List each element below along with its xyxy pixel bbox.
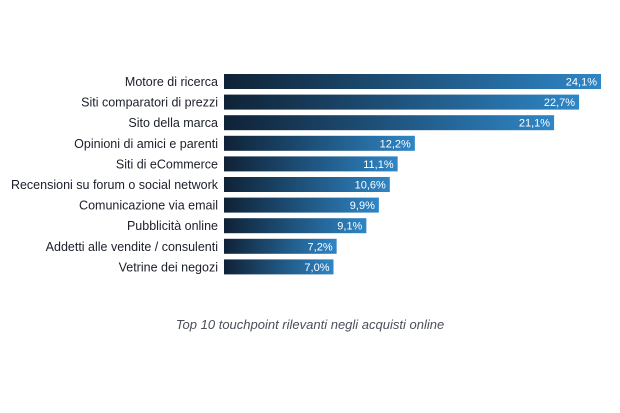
bar-9	[224, 238, 337, 254]
category-label: Siti comparatori di prezzi	[81, 96, 218, 110]
value-label: 21,1%	[519, 118, 550, 130]
bars-layer: Motore di ricerca 24,1% Siti comparatori d…	[11, 74, 601, 275]
category-label: Motore di ricerca	[125, 75, 218, 89]
category-label: Vetrine dei negozi	[119, 260, 218, 274]
value-label: 24,1%	[566, 77, 597, 89]
chart-caption: Top 10 touchpoint rilevanti negli acquis…	[175, 317, 445, 332]
value-label: 22,7%	[544, 97, 575, 109]
value-label: 9,9%	[350, 200, 375, 212]
value-label: 7,2%	[308, 241, 333, 253]
bar-2	[224, 94, 580, 110]
bar-1	[224, 74, 601, 89]
value-label: 7,0%	[304, 262, 329, 274]
category-label: Recensioni su forum o social network	[11, 178, 219, 192]
category-label: Comunicazione via email	[79, 199, 218, 213]
value-label: 9,1%	[337, 221, 362, 233]
value-label: 10,6%	[355, 180, 386, 192]
bar-3	[224, 115, 555, 131]
value-label: 12,2%	[380, 138, 411, 150]
bar-5	[224, 156, 398, 172]
bar-10	[224, 259, 334, 275]
category-label: Siti di eCommerce	[116, 157, 218, 171]
category-label: Opinioni di amici e parenti	[74, 137, 218, 151]
category-label: Pubblicità online	[127, 219, 218, 233]
category-label: Addetti alle vendite / consulenti	[46, 240, 218, 254]
value-label: 11,1%	[363, 159, 394, 171]
bar-8	[224, 218, 367, 234]
bar-4	[224, 135, 415, 151]
category-label: Sito della marca	[128, 116, 218, 130]
bar-6	[224, 177, 390, 192]
bar-7	[224, 197, 379, 213]
